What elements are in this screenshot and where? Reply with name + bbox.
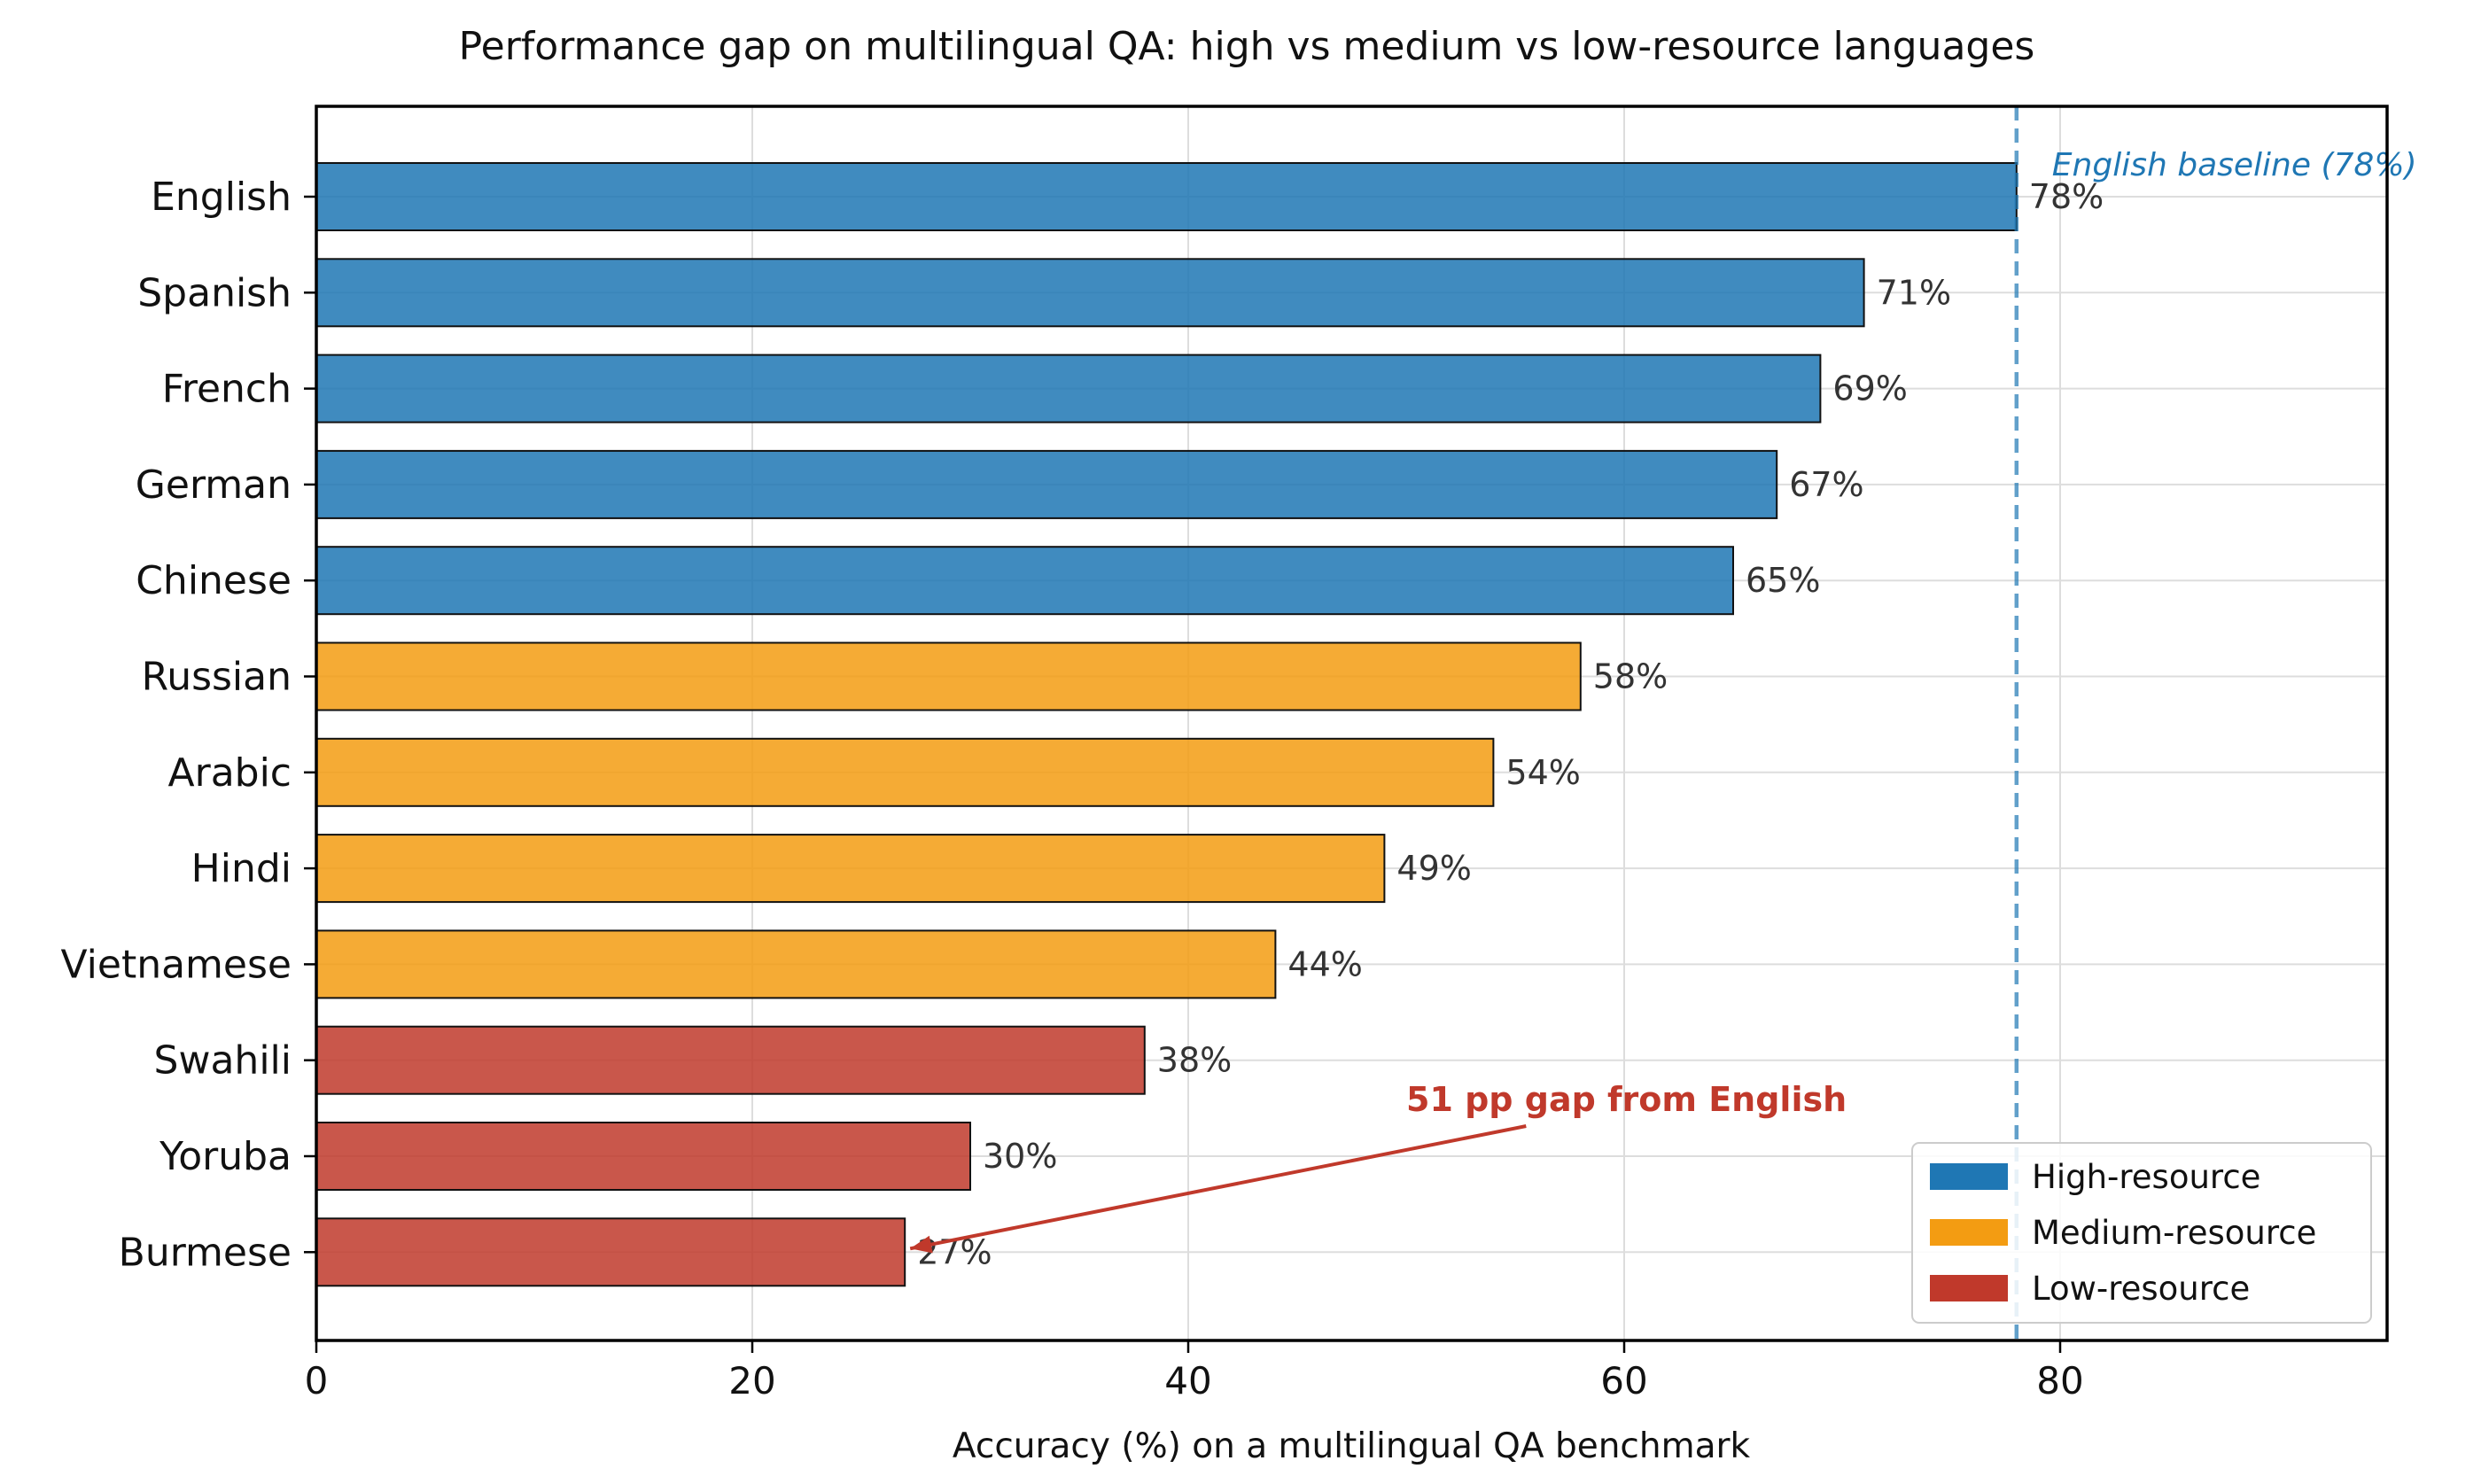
value-label: 44% (1287, 944, 1362, 983)
value-label: 78% (2029, 177, 2104, 216)
bar-arabic (315, 737, 1495, 807)
annotation-arrowhead (910, 1235, 933, 1254)
legend-swatch-low (1930, 1275, 2008, 1301)
value-label: 65% (1746, 561, 1820, 600)
bar-english (315, 162, 2018, 231)
value-label: 71% (1877, 273, 1951, 312)
x-tick-label: 0 (305, 1359, 329, 1402)
bar-vietnamese (315, 929, 1277, 999)
y-tick-label: Russian (142, 655, 292, 700)
bars (315, 162, 2018, 1287)
y-tick-label: Arabic (168, 750, 292, 796)
x-axis-ticks: 0 20 40 60 80 (305, 1340, 2084, 1402)
annotation-text: 51 pp gap from English (1406, 1080, 1847, 1119)
y-tick-label: Chinese (136, 558, 292, 603)
value-label: 49% (1396, 849, 1471, 888)
y-tick-label: Spanish (137, 270, 292, 315)
y-tick-label: Hindi (191, 846, 292, 891)
bar-yoruba (315, 1122, 971, 1191)
y-tick-label: English (151, 175, 292, 220)
value-label: 54% (1505, 753, 1580, 792)
bar-russian (315, 641, 1582, 711)
y-tick-label: German (136, 462, 292, 508)
plot-frame (315, 105, 2389, 1342)
bar-german (315, 449, 1778, 519)
legend-label-medium: Medium-resource (2032, 1214, 2316, 1252)
legend-label-low: Low-resource (2032, 1270, 2250, 1308)
annotation-arrow-line (909, 1124, 1527, 1251)
x-tick-label: 60 (1600, 1359, 1647, 1402)
value-label: 67% (1789, 465, 1863, 504)
legend: High-resource Medium-resource Low-resource (1911, 1142, 2372, 1324)
bar-french (315, 354, 1822, 423)
x-tick-label: 80 (2036, 1359, 2083, 1402)
y-tick-label: Burmese (119, 1230, 292, 1275)
bar-chinese (315, 546, 1734, 616)
value-label: 38% (1157, 1041, 1232, 1080)
y-tick-label: Vietnamese (61, 942, 292, 987)
y-tick-label: Swahili (154, 1038, 292, 1084)
gap-annotation: 51 pp gap from English (909, 1080, 1847, 1254)
y-axis-ticks: English Spanish French German Chinese Russian… (61, 175, 316, 1275)
value-label: 30% (983, 1137, 1057, 1176)
bar-hindi (315, 834, 1386, 904)
y-tick-label: French (162, 367, 292, 412)
x-axis-label: Accuracy (%) on a multilingual QA benchm… (953, 1426, 1751, 1466)
legend-swatch-high (1930, 1163, 2008, 1190)
legend-label-high: High-resource (2032, 1158, 2260, 1196)
legend-box (1911, 1142, 2372, 1324)
legend-swatch-medium (1930, 1219, 2008, 1246)
baseline-label: English baseline (78%) (2052, 147, 2417, 183)
y-tick-label: Yoruba (159, 1134, 292, 1179)
bar-spanish (315, 258, 1865, 328)
baseline-reference: English baseline (78%) (2014, 106, 2417, 1340)
value-label: 69% (1832, 369, 1907, 408)
value-label: 58% (1593, 657, 1668, 696)
x-tick-label: 40 (1164, 1359, 1211, 1402)
bar-swahili (315, 1025, 1146, 1095)
chart-title: Performance gap on multilingual QA: high… (459, 24, 2035, 69)
x-tick-label: 20 (728, 1359, 775, 1402)
bar-burmese (315, 1217, 906, 1287)
